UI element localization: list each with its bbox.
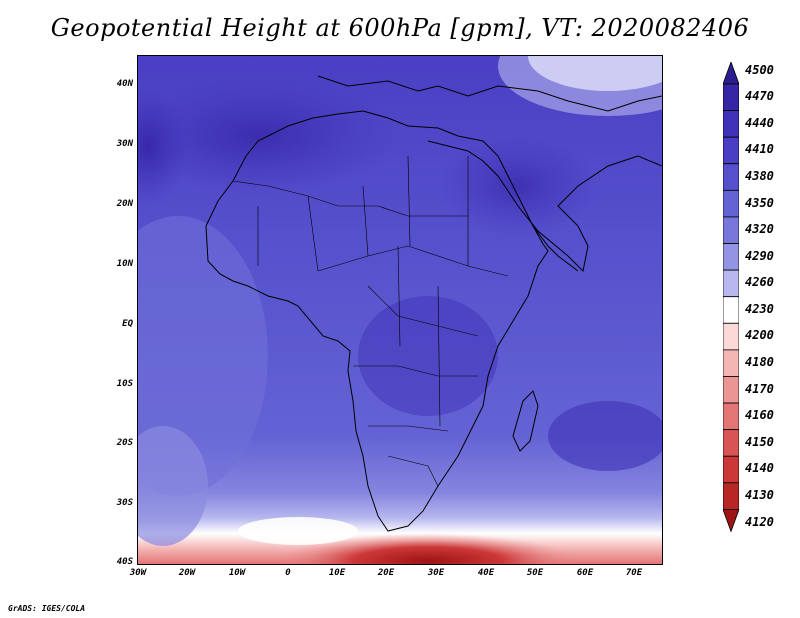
colorbar-box: [723, 216, 739, 244]
lat-label-10s: 10S: [116, 379, 133, 389]
lat-label-40n: 40N: [116, 79, 133, 89]
lon-label-30w: 30W: [129, 568, 147, 578]
colorbar-box: [723, 429, 739, 457]
field-west-band: [138, 216, 268, 496]
lon-label-10w: 10W: [228, 568, 246, 578]
colorbar-label: 4500: [745, 62, 774, 77]
colorbar-label: 4380: [745, 168, 774, 183]
colorbar-label: 4470: [745, 89, 774, 104]
colorbar-label: 4440: [745, 115, 774, 130]
field-low-northeast-halo: [498, 56, 662, 116]
colorbar-label: 4160: [745, 408, 774, 423]
colorbar-label: 4130: [745, 488, 774, 502]
colorbar-box: [723, 322, 739, 351]
colorbar-box: [723, 349, 739, 377]
colorbar-bottom-arrow: [723, 509, 739, 533]
lon-label-10e: 10E: [328, 568, 346, 578]
colorbar: [723, 62, 739, 533]
colorbar-box: [723, 110, 739, 138]
colorbar-box: [723, 189, 739, 218]
lon-label-30e: 30E: [427, 568, 445, 578]
colorbar-label: 4120: [745, 514, 774, 529]
colorbar-label: 4290: [745, 248, 774, 263]
colorbar-label: 4230: [745, 301, 774, 316]
colorbar-box: [723, 482, 739, 510]
field-high-indian: [548, 401, 662, 471]
lat-label-20n: 20N: [116, 199, 133, 209]
lon-label-0: 0: [285, 568, 291, 578]
field-low-south: [278, 533, 578, 564]
colorbar-top-arrow: [723, 62, 739, 85]
colorbar-label: 4170: [745, 381, 774, 396]
colorbar-label: 4350: [745, 195, 774, 210]
colorbar-label: 4200: [745, 328, 774, 343]
geopotential-field: [138, 56, 662, 564]
country-borders: [232, 155, 509, 487]
colorbar-box: [723, 296, 739, 324]
coastlines: [205, 75, 662, 532]
colorbar-label: 4410: [745, 142, 774, 157]
colorbar-label: 4260: [745, 275, 774, 290]
colorbar-box: [723, 83, 739, 111]
colorbar-box: [723, 376, 739, 404]
colorbar-box: [723, 455, 739, 484]
lon-label-20w: 20W: [178, 568, 196, 578]
map-title: Geopotential Height at 600hPa [gpm], VT:…: [50, 14, 750, 42]
lon-label-50e: 50E: [526, 568, 544, 578]
colorbar-box: [723, 163, 739, 191]
colorbar-label: 4180: [745, 355, 774, 370]
field-southwest-band: [138, 426, 208, 546]
field-white-band: [238, 517, 358, 545]
lon-label-20e: 20E: [377, 568, 395, 578]
lon-label-70e: 70E: [625, 568, 643, 578]
field-high-arabia: [438, 136, 598, 236]
lat-label-10n: 10N: [116, 259, 133, 269]
lat-label-eq: EQ: [122, 319, 133, 329]
map-plot-area: [137, 55, 663, 565]
colorbar-label: 4150: [745, 434, 774, 449]
colorbar-label: 4140: [745, 461, 774, 476]
colorbar-box: [723, 402, 739, 431]
lat-label-40s: 40S: [116, 557, 133, 567]
colorbar-box: [723, 136, 739, 165]
lat-label-20s: 20S: [116, 438, 133, 448]
field-high-central: [358, 296, 498, 416]
lon-label-60e: 60E: [576, 568, 594, 578]
colorbar-box: [723, 269, 739, 298]
lat-label-30n: 30N: [116, 139, 133, 149]
credit-text: GrADS: IGES/COLA: [8, 604, 86, 613]
lat-label-30s: 30S: [116, 498, 133, 508]
colorbar-label: 4320: [745, 222, 774, 237]
colorbar-box: [723, 243, 739, 271]
lon-label-40e: 40E: [477, 568, 495, 578]
